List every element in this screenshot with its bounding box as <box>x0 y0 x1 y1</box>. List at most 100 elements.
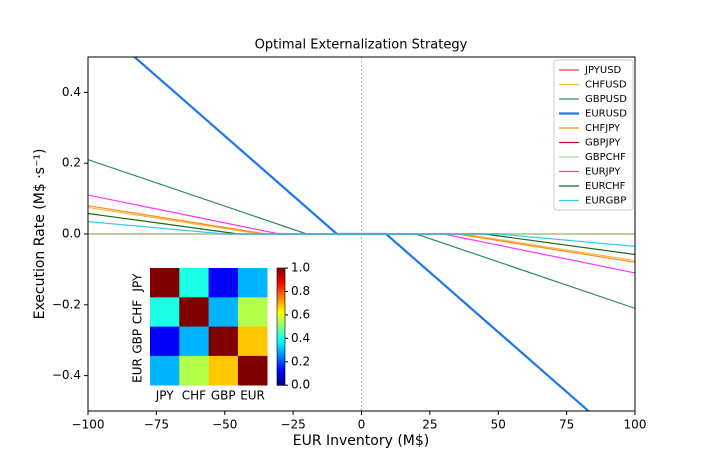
heatmap-cell <box>237 355 268 386</box>
colorbar-segment <box>277 367 285 372</box>
heatmap-y-label: CHF <box>131 300 145 324</box>
colorbar-segment <box>277 332 285 336</box>
heatmap-cell <box>150 268 180 298</box>
colorbar-tick-label: 0.4 <box>291 331 310 345</box>
colorbar-segment <box>277 279 285 284</box>
x-tick-label: 50 <box>491 418 506 432</box>
heatmap-y-label: GBP <box>131 329 145 354</box>
heatmap-cell <box>150 297 180 327</box>
colorbar-segment <box>277 309 285 313</box>
y-tick-label: −0.2 <box>52 297 81 311</box>
colorbar-segment <box>277 317 285 322</box>
colorbar-segment <box>277 379 285 383</box>
colorbar-segment <box>277 344 285 348</box>
colorbar-segment <box>277 323 285 328</box>
colorbar-segment <box>277 294 285 298</box>
colorbar-segment <box>277 382 285 386</box>
colorbar-segment <box>277 341 285 345</box>
chart-title: Optimal Externalization Strategy <box>255 38 468 53</box>
colorbar-segment <box>277 364 285 369</box>
colorbar-segment <box>277 326 285 331</box>
heatmap-x-label: GBP <box>211 389 236 403</box>
heatmap-x-label: EUR <box>240 389 265 403</box>
colorbar-segment <box>277 303 285 307</box>
colorbar-tick-label: 0.6 <box>291 307 310 321</box>
heatmap-y-label: EUR <box>131 358 145 383</box>
colorbar-tick-label: 0.2 <box>291 354 310 368</box>
heatmap-cell <box>237 268 268 298</box>
colorbar-segment <box>277 329 285 333</box>
colorbar-tick-label: 0.0 <box>291 378 310 392</box>
legend-label: EURUSD <box>585 109 627 120</box>
colorbar-segment <box>277 297 285 301</box>
x-tick-label: −50 <box>212 418 237 432</box>
colorbar-segment <box>277 355 285 360</box>
colorbar-segment <box>277 285 285 290</box>
heatmap-y-label: JPY <box>131 273 145 293</box>
colorbar-segment <box>277 268 285 272</box>
colorbar-segment <box>277 320 285 325</box>
colorbar-segment <box>277 350 285 354</box>
legend-box <box>553 59 634 211</box>
heatmap-x-label: CHF <box>182 389 206 403</box>
x-tick-label: 0 <box>358 418 366 432</box>
heatmap-cell <box>208 297 239 327</box>
colorbar-segment <box>277 306 285 310</box>
y-tick-label: 0.2 <box>62 156 81 170</box>
legend-label: EURGBP <box>585 196 626 207</box>
x-tick-label: −25 <box>280 418 305 432</box>
x-tick-label: 75 <box>559 418 574 432</box>
heatmap-cell <box>179 355 209 386</box>
colorbar-segment <box>277 273 285 278</box>
heatmap-cell <box>179 268 209 298</box>
colorbar-segment <box>277 276 285 281</box>
heatmap-cell <box>208 326 239 357</box>
colorbar-segment <box>277 300 285 304</box>
colorbar-segment <box>277 282 285 287</box>
colorbar-segment <box>277 376 285 380</box>
heatmap-cell <box>237 297 268 327</box>
x-tick-label: −75 <box>144 418 169 432</box>
colorbar-segment <box>277 288 285 292</box>
colorbar-segment <box>277 361 285 366</box>
x-tick-label: 100 <box>624 418 647 432</box>
y-axis-label: Execution Rate (M$ ·s⁻¹) <box>32 149 48 320</box>
heatmap-cell <box>179 326 209 357</box>
x-tick-label: −100 <box>72 418 105 432</box>
legend-label: GBPUSD <box>585 94 627 105</box>
colorbar-segment <box>277 270 285 275</box>
colorbar-segment <box>277 311 285 316</box>
y-tick-label: −0.4 <box>52 368 81 382</box>
x-tick-label: 25 <box>422 418 437 432</box>
heatmap-cell <box>179 297 209 327</box>
heatmap-x-label: JPY <box>155 389 175 403</box>
heatmap-cell <box>237 326 268 357</box>
colorbar-tick-label: 0.8 <box>291 284 310 298</box>
colorbar-segment <box>277 352 285 357</box>
legend-label: GBPJPY <box>585 138 621 149</box>
heatmap-cell <box>150 355 180 386</box>
legend-label: EURJPY <box>585 167 621 178</box>
colorbar-segment <box>277 373 285 377</box>
y-tick-label: 0.0 <box>62 227 81 241</box>
colorbar-segment <box>277 291 285 295</box>
colorbar-segment <box>277 347 285 351</box>
legend-label: CHFJPY <box>585 123 621 134</box>
legend-label: GBPCHF <box>585 152 626 163</box>
colorbar-segment <box>277 314 285 319</box>
legend-label: EURCHF <box>585 181 626 192</box>
colorbar-segment <box>277 335 285 339</box>
colorbar-segment <box>277 338 285 342</box>
heatmap-cell <box>208 355 239 386</box>
legend-label: CHFUSD <box>585 80 627 91</box>
series-line <box>88 221 635 247</box>
y-tick-label: 0.4 <box>62 85 81 99</box>
legend-label: JPYUSD <box>584 65 622 76</box>
plot-lines <box>88 57 635 411</box>
colorbar-segment <box>277 358 285 363</box>
x-axis-label: EUR Inventory (M$) <box>293 433 430 449</box>
colorbar-tick-label: 1.0 <box>291 261 310 275</box>
heatmap-cell <box>150 326 180 357</box>
heatmap-cell <box>208 268 239 298</box>
